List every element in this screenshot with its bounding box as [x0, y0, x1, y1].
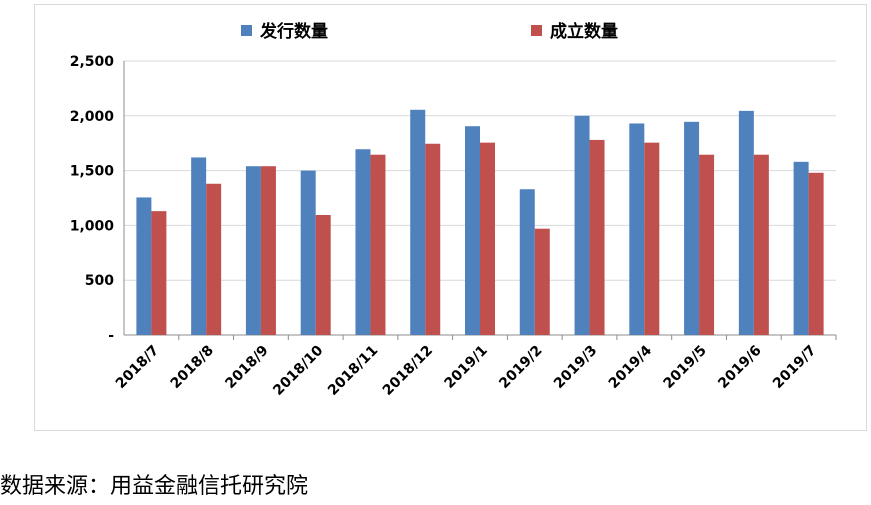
bar-issued-2019-4 [629, 123, 645, 335]
y-axis: - 500 1,000 1,500 2,000 2,500 [70, 54, 125, 344]
bar-issued-2018-8 [191, 157, 207, 335]
bar-established-2018-12 [425, 143, 441, 335]
bar-issued-2018-12 [410, 109, 426, 335]
bar-established-2019-6 [753, 154, 769, 335]
x-tick-label: 2018/8 [168, 343, 217, 392]
x-tick-label: 2019/3 [551, 343, 600, 392]
legend-label: 发行数量 [259, 21, 328, 42]
bar-issued-2019-2 [519, 189, 535, 335]
x-tick-label: 2019/4 [606, 342, 656, 392]
bar-established-2019-4 [644, 142, 660, 335]
chart-frame [34, 4, 867, 431]
y-tick-label: 1,000 [70, 218, 115, 234]
legend: 发行数量 成立数量 [241, 21, 618, 42]
y-tick-label: - [108, 328, 114, 344]
bar-established-2019-2 [534, 228, 550, 335]
bar-established-2018-11 [370, 154, 386, 335]
bar-established-2019-7 [808, 172, 824, 335]
bar-established-2018-10 [315, 214, 331, 335]
legend-swatch [241, 25, 252, 36]
y-tick-label: 2,000 [70, 109, 115, 125]
x-tick-label: 2018/9 [222, 343, 271, 392]
y-tick-label: 2,500 [70, 54, 115, 70]
bar-established-2019-1 [480, 142, 495, 335]
bar-issued-2019-6 [738, 110, 754, 335]
x-tick-label: 2019/6 [715, 343, 764, 392]
bar-established-2018-8 [206, 183, 222, 335]
x-tick-label: 2019/2 [496, 343, 545, 392]
legend-swatch [531, 25, 542, 36]
x-tick-label: 2018/11 [325, 343, 381, 399]
x-tick-label: 2018/12 [380, 343, 436, 399]
bar-established-2018-9 [260, 166, 276, 335]
bars [136, 109, 824, 335]
bar-issued-2018-7 [136, 197, 152, 335]
bar-issued-2018-9 [245, 166, 261, 335]
x-tick-label: 2018/7 [113, 343, 162, 392]
bar-issued-2019-3 [574, 115, 590, 335]
x-tick-label: 2019/5 [661, 343, 710, 392]
legend-label: 成立数量 [550, 21, 618, 42]
bar-issued-2019-7 [793, 161, 809, 335]
y-tick-label: 500 [85, 273, 114, 289]
bar-established-2019-5 [699, 154, 715, 335]
bar-established-2019-3 [589, 139, 605, 335]
bar-issued-2019-5 [684, 121, 700, 335]
bar-issued-2018-10 [300, 170, 316, 335]
bar-issued-2019-1 [465, 126, 480, 335]
bar-issued-2018-11 [355, 149, 371, 335]
gridlines [124, 60, 836, 336]
x-tick-label: 2019/7 [770, 343, 819, 392]
x-tick-label: 2019/1 [441, 343, 490, 392]
source-note: 数据来源：用益金融信托研究院 [0, 474, 309, 499]
x-tick-label: 2018/10 [270, 342, 326, 398]
y-tick-label: 1,500 [70, 164, 115, 180]
bar-established-2018-7 [151, 211, 167, 335]
